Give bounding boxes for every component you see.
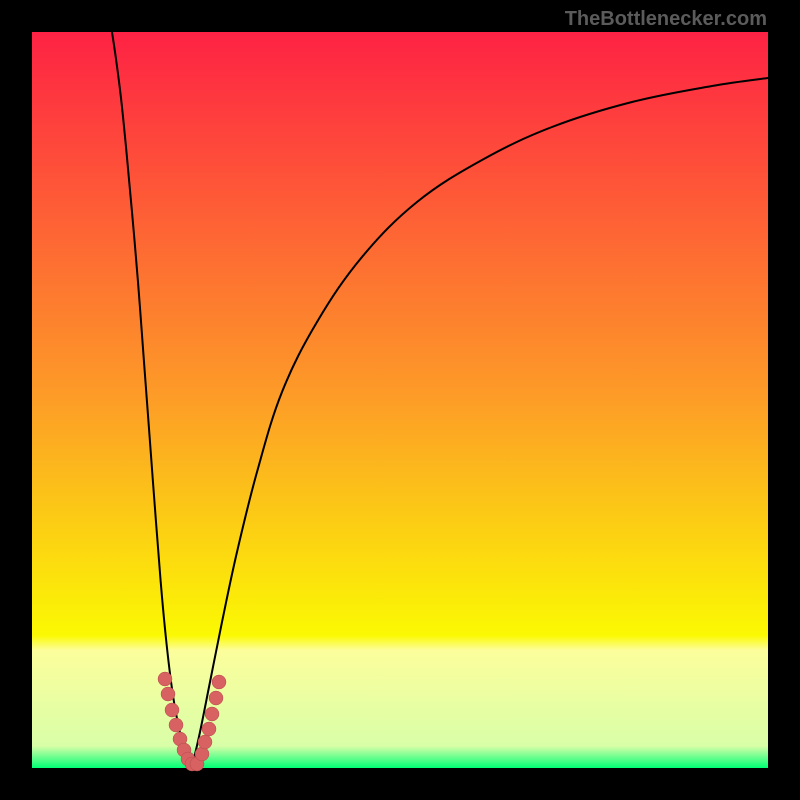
chart-svg [0, 0, 800, 800]
data-marker [198, 735, 212, 749]
data-marker [202, 722, 216, 736]
data-marker [165, 703, 179, 717]
data-marker [169, 718, 183, 732]
data-marker [205, 707, 219, 721]
data-marker [161, 687, 175, 701]
data-marker [195, 747, 209, 761]
curve-right [192, 78, 768, 767]
data-marker [209, 691, 223, 705]
curve-left [112, 32, 192, 767]
data-marker [212, 675, 226, 689]
chart-frame: TheBottlenecker.com [0, 0, 800, 800]
data-marker [158, 672, 172, 686]
